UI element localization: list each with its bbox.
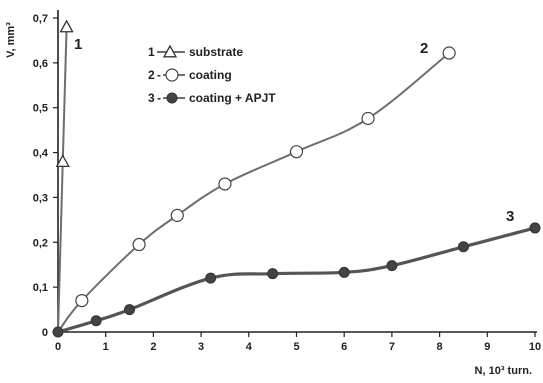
data-point (442, 46, 456, 60)
data-point (132, 237, 146, 252)
series-tag-2: 2 (420, 40, 428, 57)
y-axis-title: V, mm³ (5, 22, 17, 58)
data-point (170, 208, 184, 222)
x-tick-label: 4 (246, 341, 253, 353)
data-point (218, 177, 232, 191)
x-tick-label: 3 (198, 341, 204, 353)
series-tag-1: 1 (74, 36, 82, 53)
series-line (57, 26, 68, 333)
y-tick-label: 0,2 (33, 237, 48, 249)
series-tag-3: 3 (506, 208, 514, 225)
series-layer (52, 19, 541, 338)
legend-number: 3 (148, 91, 155, 105)
legend-number: 1 (148, 45, 155, 59)
data-point (55, 154, 70, 167)
data-point (289, 145, 304, 159)
data-point (386, 260, 398, 272)
legend-item: 1 substrate (148, 44, 243, 59)
data-point (59, 19, 74, 33)
x-tick-label: 7 (389, 341, 395, 353)
data-point (529, 222, 541, 234)
series-1 (55, 19, 74, 333)
series-3 (52, 222, 541, 338)
x-tick-label: 5 (293, 341, 299, 353)
legend-swatch-marker (165, 68, 179, 82)
data-point (90, 315, 102, 327)
y-tick-label: 0,4 (33, 148, 49, 160)
x-tick-label: 6 (341, 341, 347, 353)
y-tick-label: 0,7 (33, 13, 48, 25)
x-tick-label: 1 (103, 341, 109, 353)
series-tags: 1 2 3 (74, 36, 514, 225)
legend-item: 2- coating (148, 68, 232, 82)
data-point (457, 241, 469, 253)
legend: 1 substrate 2- coating 3- coating + APJT (148, 44, 276, 105)
data-point (52, 326, 64, 338)
data-point (75, 294, 89, 308)
y-tick-label: 0,3 (33, 192, 48, 204)
x-tick-label: 0 (55, 341, 61, 353)
y-tick-label: 0,5 (33, 103, 48, 115)
legend-label: coating (189, 68, 232, 82)
y-tick-label: 0,6 (33, 58, 48, 70)
data-point (338, 266, 350, 278)
data-point (205, 272, 217, 284)
legend-swatch-marker (162, 44, 178, 58)
legend-number: 2 (148, 68, 155, 82)
data-point (124, 304, 136, 316)
x-tick-label: 2 (150, 341, 156, 353)
legend-separator: - (157, 68, 161, 82)
legend-swatch-marker (166, 92, 178, 104)
y-tick-label: 0,1 (33, 282, 48, 294)
data-point (267, 268, 279, 280)
x-tick-label: 8 (437, 341, 443, 353)
x-tick-label: 9 (484, 341, 490, 353)
y-tick-label: 0 (42, 327, 48, 339)
axes: 0 1 2 3 4 5 6 7 8 9 10 0 0,1 0,2 0,3 0,4 0,5 0,6 0,7 N, 10³… (5, 10, 541, 377)
x-axis-title: N, 10³ turn. (475, 365, 532, 377)
legend-label: coating + APJT (189, 91, 276, 105)
legend-label: substrate (189, 45, 243, 59)
series-2 (57, 46, 456, 333)
x-tick-label: 10 (529, 341, 541, 353)
data-point (361, 111, 375, 126)
legend-separator: - (157, 91, 161, 105)
legend-item: 3- coating + APJT (148, 91, 276, 105)
